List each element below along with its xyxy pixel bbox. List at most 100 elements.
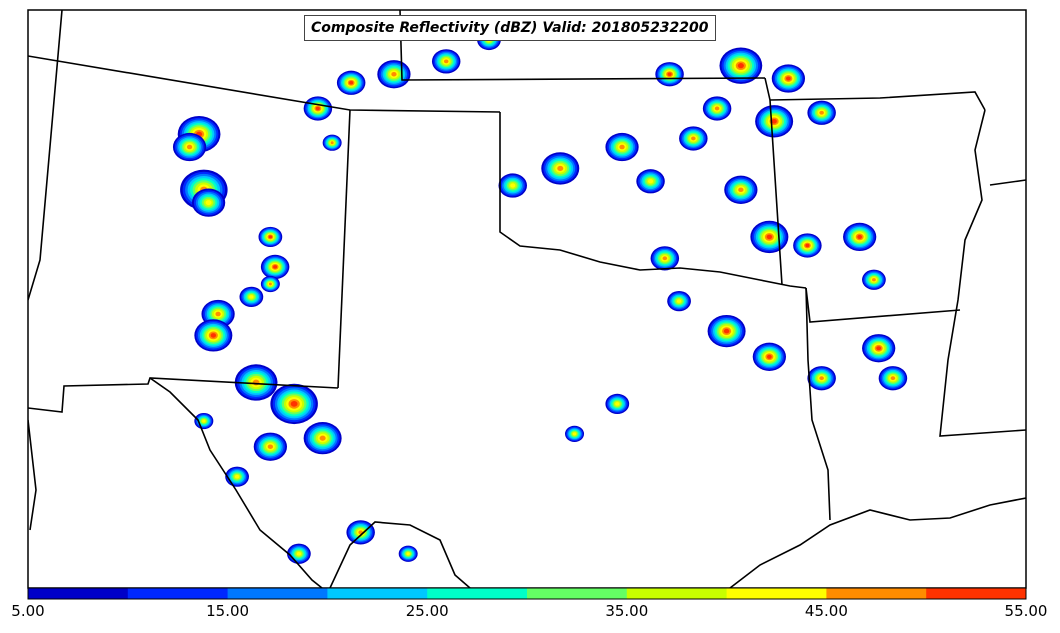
reflectivity-contour: [738, 187, 744, 193]
storm-cell-ar-s-2: [793, 233, 822, 258]
az-nm-border: [28, 10, 63, 301]
reflectivity-contour: [268, 282, 272, 286]
reflectivity-contour: [876, 346, 882, 351]
storm-cell-mo-4: [702, 96, 732, 121]
storm-cell-ok-panhandle-1: [336, 70, 366, 95]
storm-cell-ok-east-1: [605, 132, 639, 162]
colorbar-tick-label: 55.00: [1004, 602, 1048, 620]
reflectivity-contour: [391, 71, 397, 77]
reflectivity-contour: [290, 401, 298, 407]
storm-cell-tx-gulf-1: [605, 393, 630, 414]
reflectivity-contour: [766, 354, 772, 359]
map-background: [28, 10, 1026, 588]
storm-cell-la-3: [807, 366, 836, 391]
storm-cell-nm-west-line-4: [191, 188, 226, 217]
reflectivity-contour: [443, 59, 449, 64]
storm-cell-tx-south-2: [398, 545, 418, 562]
colorbar-segment: [926, 588, 1027, 599]
reflectivity-contour: [319, 435, 326, 441]
reflectivity-contour: [714, 106, 720, 111]
storm-cell-ok-central-2: [541, 152, 580, 185]
reflectivity-contour: [857, 234, 863, 239]
storm-cell-tx-south-1: [346, 520, 375, 545]
storm-cell-tx-pan-1: [303, 96, 333, 121]
storm-cell-nm-east-2: [260, 254, 290, 280]
tx-la-border: [805, 287, 831, 521]
reflectivity-contour: [667, 72, 672, 76]
reflectivity-contour: [805, 243, 810, 248]
reflectivity-contour: [215, 311, 221, 317]
colorbar-tick-label: 45.00: [804, 602, 848, 620]
reflectivity-contour: [737, 63, 744, 69]
reflectivity-contour: [330, 141, 334, 145]
storm-cell-ok-panhandle-2: [377, 60, 411, 89]
colorbar-segment: [427, 588, 528, 599]
storm-cell-tx-bigbend-1: [225, 466, 249, 487]
storm-cell-nm-south-3: [239, 286, 264, 307]
storm-cell-tx-west-2: [270, 383, 318, 425]
reflectivity-contour: [249, 295, 254, 299]
colorbar-segment: [227, 588, 328, 599]
reflectivity-contour: [872, 278, 876, 282]
mo-ar-border: [769, 91, 986, 111]
gulf-coast: [329, 521, 471, 588]
ar-la-border: [805, 287, 961, 323]
reflectivity-contour: [510, 183, 516, 188]
reflectivity-contour: [819, 376, 824, 381]
colorbar-segment: [28, 588, 129, 599]
map-title: Composite Reflectivity (dBZ) Valid: 2018…: [304, 15, 716, 41]
reflectivity-contour: [648, 179, 654, 184]
reflectivity-contour: [315, 106, 320, 111]
colorbar-segment: [826, 588, 927, 599]
storm-cell-nm-west-line-2: [172, 132, 207, 162]
storm-cell-tx-east-1: [650, 246, 680, 271]
storm-cell-ar-n-1: [679, 126, 708, 151]
colorbar: [27, 587, 1027, 600]
reflectivity-contour: [572, 432, 577, 436]
ms-al-border: [989, 179, 1026, 186]
reflectivity-contour: [273, 265, 278, 269]
reflectivity-contour: [819, 110, 824, 115]
nm-tx-east-border: [337, 109, 351, 389]
storm-cell-la-1: [707, 314, 746, 348]
storm-cell-la-2: [752, 342, 787, 371]
storm-cell-nm-south-2: [194, 319, 233, 352]
reflectivity-contour: [662, 256, 668, 261]
colorbar-segment: [527, 588, 628, 599]
reflectivity-contour: [268, 235, 273, 239]
reflectivity-contour: [235, 474, 240, 479]
colorbar-tick-label: 5.00: [11, 602, 45, 620]
storm-cell-ks-south-1: [431, 49, 461, 74]
reflectivity-contour: [615, 402, 620, 406]
storm-cell-ok-east-2: [636, 169, 665, 194]
reflectivity-contour: [723, 328, 730, 334]
storm-cell-nm-east-3: [260, 275, 280, 293]
storm-cell-mo-3: [771, 64, 806, 93]
colorbar-segment: [626, 588, 728, 599]
storm-cell-ar-s-1: [750, 220, 789, 254]
reflectivity-contour: [771, 119, 777, 124]
rio-grande: [149, 377, 323, 588]
storm-cell-tx-pan-2: [322, 134, 342, 151]
storm-cell-tx-bigbend-2: [194, 412, 214, 430]
tx-coast-east: [729, 497, 1026, 588]
colorbar-segment: [327, 588, 428, 599]
storm-cell-mo-1: [655, 62, 684, 87]
reflectivity-contour: [691, 136, 696, 141]
storm-cell-tx-south-3: [287, 543, 311, 564]
reflectivity-contour: [557, 165, 564, 171]
reflectivity-layer: [172, 29, 908, 564]
colorbar-frame: [27, 587, 1027, 600]
storm-cell-ar-c-1: [724, 175, 758, 204]
reflectivity-contour: [205, 200, 212, 206]
storm-cell-tx-west-1: [234, 364, 278, 401]
colorbar-tick-label: 35.00: [605, 602, 649, 620]
colorbar-segment: [127, 588, 229, 599]
colorbar-segment: [726, 588, 827, 599]
reflectivity-contour: [202, 419, 206, 423]
colorbar-tick-label: 15.00: [206, 602, 250, 620]
storm-cell-mo-5: [755, 105, 794, 138]
reflectivity-contour: [210, 333, 217, 338]
reflectivity-contour: [267, 444, 273, 449]
